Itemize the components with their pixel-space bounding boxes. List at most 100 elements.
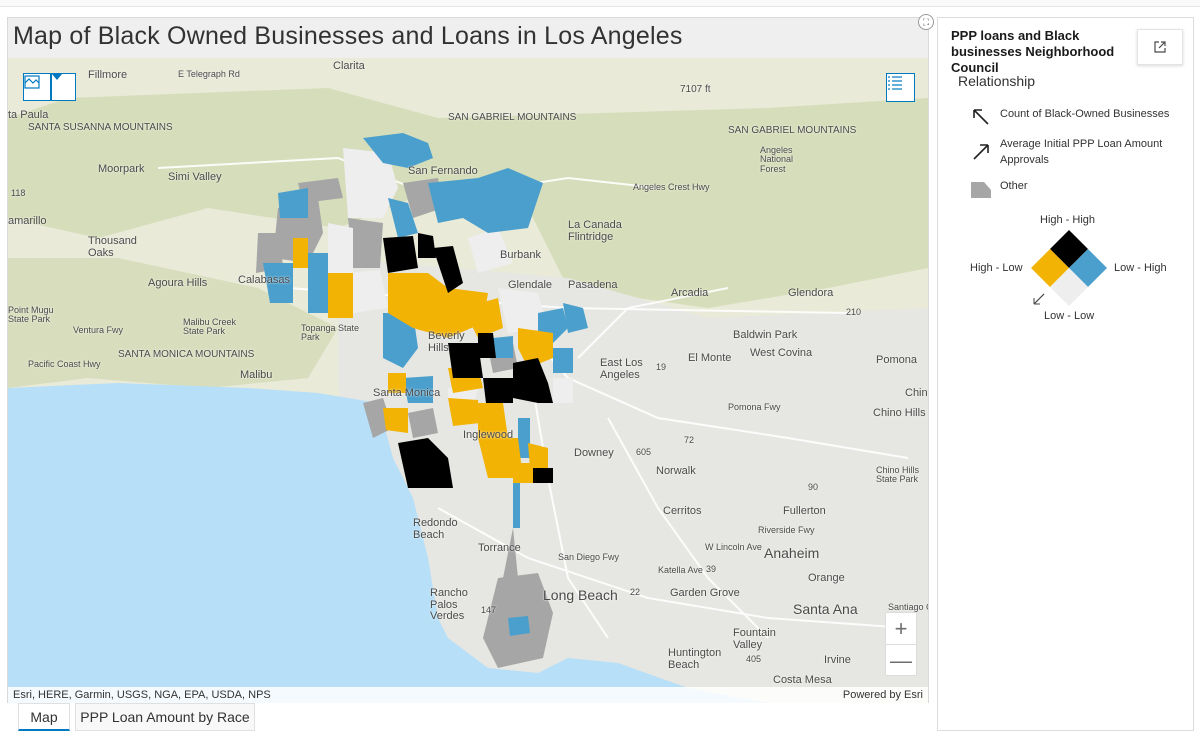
- nc-polygon-low-low[interactable]: [498, 288, 548, 333]
- place-label-rancho: Rancho Palos Verdes: [430, 587, 468, 623]
- place-label-hwy147: 147: [481, 605, 497, 615]
- nc-polygon-low-high[interactable]: [383, 313, 418, 368]
- nc-polygon-other[interactable]: [298, 178, 343, 203]
- nc-polygon-low-low[interactable]: [553, 378, 573, 403]
- nc-polygon-high-low[interactable]: [383, 408, 408, 433]
- nc-polygon-low-high[interactable]: [308, 253, 328, 313]
- place-label-san-diego-fwy: San Diego Fwy: [558, 552, 620, 562]
- nc-polygon-high-high[interactable]: [483, 378, 513, 403]
- nc-polygon-high-high[interactable]: [533, 468, 553, 483]
- neighborhood-polygons[interactable]: [256, 133, 588, 668]
- nc-polygon-low-high[interactable]: [563, 303, 588, 333]
- nc-polygon-low-high[interactable]: [513, 478, 520, 528]
- nc-polygon-low-high[interactable]: [403, 376, 433, 403]
- nc-polygon-other[interactable]: [408, 408, 438, 438]
- basemap-gallery-button[interactable]: [23, 73, 51, 101]
- place-label-west-covina: West Covina: [750, 347, 813, 359]
- place-label-costa-mesa: Costa Mesa: [773, 674, 832, 686]
- attribution-text: Esri, HERE, Garmin, USGS, NGA, EPA, USDA…: [13, 689, 271, 701]
- nc-polygon-low-high[interactable]: [388, 198, 418, 238]
- open-in-new-window-button[interactable]: [1137, 29, 1183, 65]
- place-label-burbank: Burbank: [500, 249, 541, 261]
- fullscreen-icon: ⛶: [922, 17, 930, 27]
- place-label-susana: SANTA SUSANNA MOUNTAINS: [28, 122, 173, 133]
- label-low-high: Low - High: [1114, 262, 1167, 274]
- nc-polygon-low-high[interactable]: [428, 168, 543, 233]
- legend-item-ppp-loan-amount: Average Initial PPP Loan Amount Approval…: [970, 136, 1180, 168]
- nc-polygon-low-low[interactable]: [328, 223, 353, 273]
- place-label-riverside-fwy: Riverside Fwy: [758, 525, 815, 535]
- ocean: [8, 383, 768, 703]
- legend-panel: PPP loans and Black businesses Neighborh…: [937, 17, 1194, 731]
- nc-polygon-high-low[interactable]: [513, 463, 538, 483]
- nc-polygon-low-low[interactable]: [343, 148, 398, 218]
- zoom-out-button[interactable]: —: [890, 648, 912, 673]
- place-label-east-la: East Los Angeles: [600, 357, 643, 381]
- map-panel: Map of Black Owned Businesses and Loans …: [7, 17, 929, 703]
- place-label-hwy19: 19: [656, 362, 667, 372]
- nc-polygon-high-high[interactable]: [383, 236, 418, 273]
- place-label-irvine: Irvine: [824, 654, 851, 666]
- nc-polygon-high-low[interactable]: [388, 273, 488, 338]
- nc-polygon-low-high[interactable]: [553, 348, 573, 373]
- place-label-baldwin: Baldwin Park: [733, 329, 798, 341]
- map-view[interactable]: Fillmore E Telegraph Rd Clarita 7107 ft ta P…: [8, 58, 928, 703]
- nc-polygon-low-low[interactable]: [468, 228, 513, 273]
- nc-polygon-high-low[interactable]: [528, 443, 548, 468]
- place-label-pch: Pacific Coast Hwy: [28, 359, 101, 369]
- nc-polygon-high-low[interactable]: [448, 398, 480, 426]
- place-label-hwy39: 39: [706, 564, 717, 574]
- basemap-dropdown-button[interactable]: [51, 73, 76, 101]
- legend-item-label: Average Initial PPP Loan Amount Approval…: [1000, 138, 1163, 166]
- place-label-moorpark: Moorpark: [98, 163, 145, 175]
- nc-polygon-low-high[interactable]: [278, 188, 308, 218]
- legend-list-icon: [888, 76, 902, 90]
- legend-title: PPP loans and Black businesses Neighborh…: [951, 28, 1115, 75]
- label-low-low: Low - Low: [1044, 310, 1095, 322]
- nc-polygon-other[interactable]: [348, 218, 383, 268]
- fullscreen-button[interactable]: ⛶: [918, 14, 934, 30]
- nc-polygon-high-high[interactable]: [418, 233, 436, 258]
- nc-polygon-high-low[interactable]: [518, 328, 553, 368]
- tab-ppp-loan-amount-by-race[interactable]: PPP Loan Amount by Race: [75, 703, 255, 731]
- nc-polygon-high-low[interactable]: [328, 273, 353, 318]
- nc-polygon-low-high[interactable]: [518, 418, 530, 458]
- nc-polygon-high-low[interactable]: [478, 403, 508, 438]
- arrow-up-right-icon: [973, 144, 989, 160]
- nc-polygon-low-low[interactable]: [348, 270, 388, 313]
- place-label-el-monte: El Monte: [688, 352, 732, 364]
- place-label-redondo: Redondo Beach: [413, 517, 458, 541]
- place-label-santa-monica-mtns: SANTA MONICA MOUNTAINS: [118, 349, 255, 360]
- label-high-low: High - Low: [970, 262, 1023, 274]
- place-label-chino-hills-sp: Chino Hills State Park: [876, 465, 920, 485]
- nc-polygon-low-high[interactable]: [493, 336, 513, 358]
- nc-polygon-high-high[interactable]: [433, 246, 463, 293]
- legend-toggle-button[interactable]: [886, 73, 915, 102]
- nc-polygon-high-low[interactable]: [463, 298, 503, 338]
- nc-polygon-high-high[interactable]: [478, 333, 496, 358]
- place-label-clarita: Clarita: [333, 60, 365, 72]
- place-label-torrance: Torrance: [478, 542, 521, 554]
- nc-polygon-high-high[interactable]: [398, 438, 453, 488]
- nc-polygon-low-high[interactable]: [263, 263, 293, 303]
- nc-polygon-high-low[interactable]: [478, 438, 523, 478]
- place-label-hwy605: 605: [636, 447, 652, 457]
- attribution-bar: Esri, HERE, Garmin, USGS, NGA, EPA, USDA…: [8, 687, 928, 703]
- zoom-in-button[interactable]: +: [886, 613, 916, 645]
- place-label-santa-paula: ta Paula: [8, 109, 49, 121]
- place-label-pomona: Pomona: [876, 354, 917, 366]
- nc-polygon-high-low[interactable]: [293, 238, 308, 268]
- tab-map[interactable]: Map: [18, 703, 70, 731]
- zoom-controls: + —: [885, 612, 917, 676]
- nc-polygon-high-low[interactable]: [388, 373, 406, 393]
- nc-polygon-other[interactable]: [503, 528, 518, 578]
- nc-polygon-high-high[interactable]: [448, 343, 483, 378]
- nc-polygon-low-high[interactable]: [508, 616, 530, 636]
- place-label-camarillo: amarillo: [8, 215, 47, 227]
- powered-by-esri[interactable]: Powered by Esri: [842, 689, 923, 701]
- nc-polygon-high-high[interactable]: [513, 358, 553, 403]
- place-label-thousand-oaks: Thousand Oaks: [88, 235, 137, 259]
- place-label-telegraph: E Telegraph Rd: [178, 69, 240, 79]
- nc-polygon-low-high[interactable]: [363, 133, 433, 168]
- mountain-terrain: [8, 88, 928, 308]
